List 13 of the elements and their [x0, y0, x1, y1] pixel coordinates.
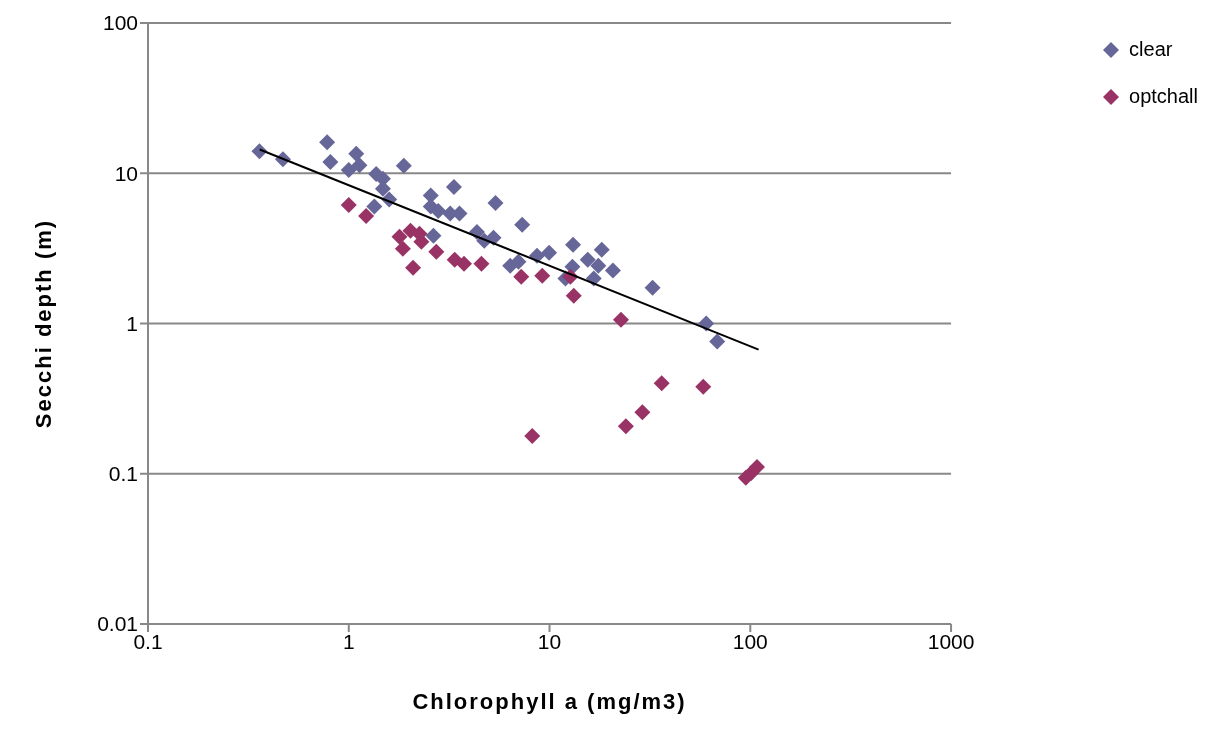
x-tick-label: 10: [537, 629, 562, 653]
x-tick-label: 100: [732, 629, 768, 653]
legend-label: optchall: [1129, 85, 1198, 108]
y-tick-label: 0.01: [97, 612, 138, 636]
y-tick-label: 1: [126, 311, 138, 335]
y-tick-label: 100: [102, 11, 138, 35]
legend-label: clear: [1129, 38, 1173, 61]
x-tick-label: 1: [342, 629, 355, 653]
y-axis-title: Secchi depth (m): [30, 218, 56, 429]
y-tick-label: 10: [114, 161, 138, 185]
x-tick-label: 1000: [927, 629, 975, 653]
x-axis-title: Chlorophyll a (mg/m3): [412, 689, 687, 714]
y-tick-label: 0.1: [108, 462, 138, 486]
